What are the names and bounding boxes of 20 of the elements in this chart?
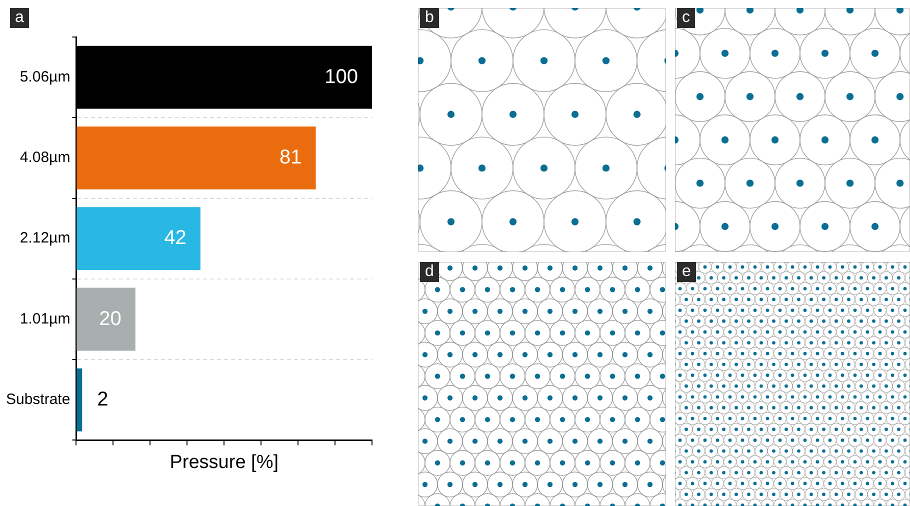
bar (76, 126, 316, 190)
bar (76, 207, 200, 270)
text: a (10, 8, 29, 28)
text: b (420, 8, 439, 28)
data-label: 42 (164, 227, 186, 250)
x-axis-title: Pressure [%] (170, 452, 278, 473)
y-tick-label: 5.06µm (20, 68, 70, 86)
data-label: 2 (97, 388, 108, 410)
bar (76, 288, 136, 351)
text: c (677, 8, 695, 28)
data-label: 20 (99, 308, 122, 330)
data-label: 100 (324, 66, 358, 88)
bar (76, 368, 82, 432)
text: d (420, 262, 439, 282)
data-label: 81 (280, 146, 302, 168)
y-tick-label: 2.12µm (20, 230, 70, 247)
text: e (677, 262, 696, 282)
y-tick-label: Substrate (6, 391, 70, 408)
y-tick-label: 4.08µm (20, 149, 70, 166)
y-tick-label: 1.01µm (20, 310, 70, 328)
